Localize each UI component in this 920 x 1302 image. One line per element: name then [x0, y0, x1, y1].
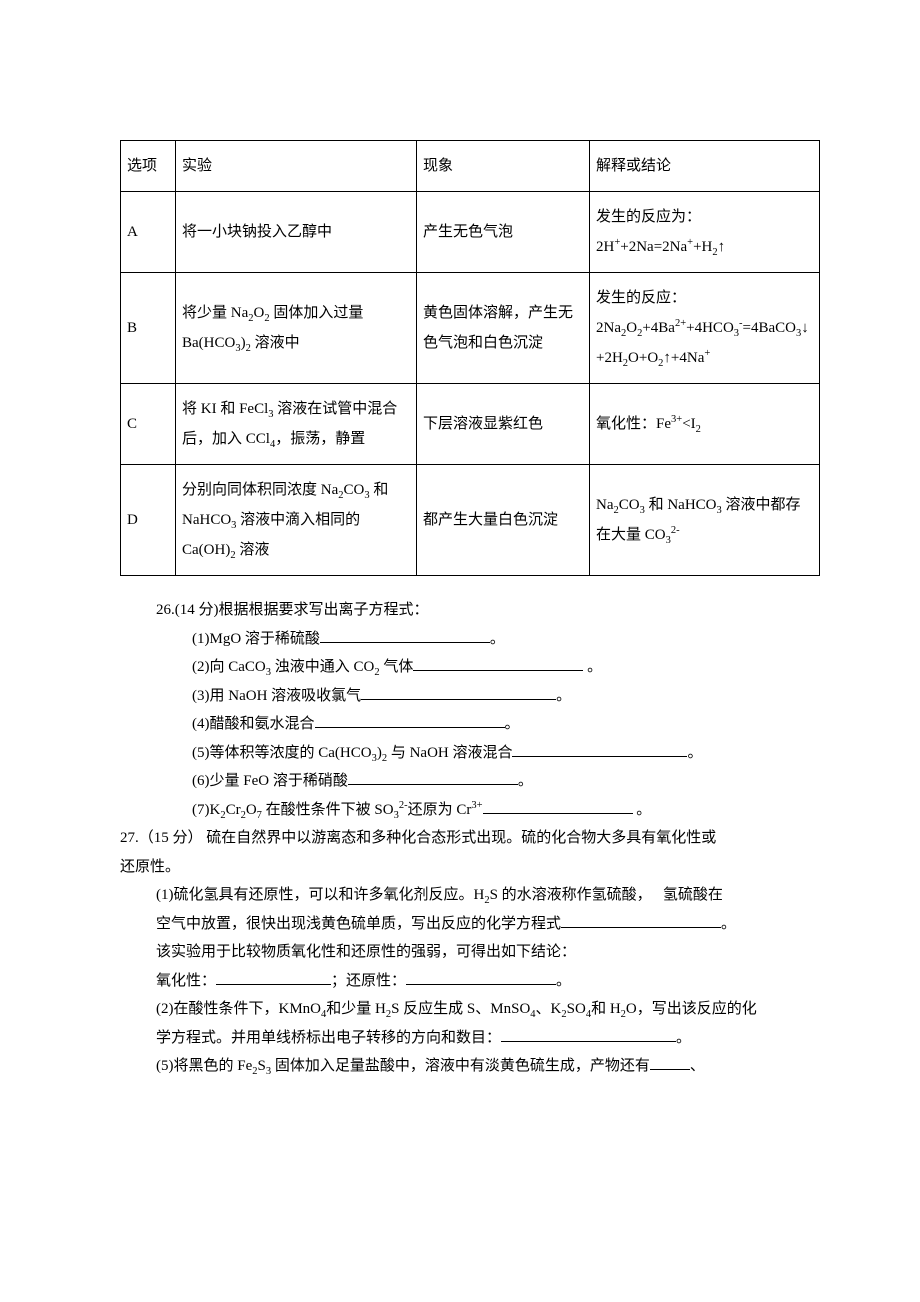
cell-phenomenon: 黄色固体溶解，产生无色气泡和白色沉淀 — [417, 273, 590, 384]
q26-item: (3)用 NaOH 溶液吸收氯气。 — [120, 682, 820, 711]
fill-blank[interactable] — [406, 970, 556, 985]
q26-item: (4)醋酸和氨水混合。 — [120, 710, 820, 739]
table-row: A 将一小块钠投入乙醇中 产生无色气泡 发生的反应为：2H++2Na=2Na++… — [121, 192, 820, 273]
q27-reduc-label: ；还原性： — [331, 973, 406, 989]
q26-text: (7)K2Cr2O7 在酸性条件下被 SO32-还原为 Cr3+ — [192, 802, 483, 818]
fill-blank[interactable] — [413, 657, 583, 672]
q27-p2b-text: 学方程式。并用单线桥标出电子转移的方向和数目： — [156, 1030, 501, 1046]
q27-p2a: (2)在酸性条件下，KMnO4和少量 H2S 反应生成 S、MnSO4、K2SO… — [120, 995, 820, 1024]
cell-phenomenon: 都产生大量白色沉淀 — [417, 465, 590, 576]
fill-blank[interactable] — [348, 771, 518, 786]
cell-option: C — [121, 384, 176, 465]
fill-blank[interactable] — [315, 714, 505, 729]
cell-option: D — [121, 465, 176, 576]
q27-p1d: 氧化性：；还原性：。 — [120, 967, 820, 996]
cell-option: B — [121, 273, 176, 384]
q27-p1c: 该实验用于比较物质氧化性和还原性的强弱，可得出如下结论： — [120, 938, 820, 967]
q26-text: (6)少量 FeO 溶于稀硝酸 — [192, 773, 348, 789]
header-experiment: 实验 — [176, 141, 417, 192]
q26-item: (5)等体积等浓度的 Ca(HCO3)2 与 NaOH 溶液混合。 — [120, 739, 820, 768]
q26-title: 26.(14 分)根据根据要求写出离子方程式： — [120, 596, 820, 625]
fill-blank[interactable] — [216, 970, 331, 985]
q26-text: (2)向 CaCO3 浊液中通入 CO2 气体 — [192, 659, 413, 675]
cell-phenomenon: 下层溶液显紫红色 — [417, 384, 590, 465]
fill-blank[interactable] — [483, 799, 633, 814]
document-page: 选项 实验 现象 解释或结论 A 将一小块钠投入乙醇中 产生无色气泡 发生的反应… — [0, 0, 920, 1161]
q27-oxid-label: 氧化性： — [156, 973, 216, 989]
q26-item: (2)向 CaCO3 浊液中通入 CO2 气体 。 — [120, 653, 820, 682]
cell-experiment: 将少量 Na2O2 固体加入过量 Ba(HCO3)2 溶液中 — [176, 273, 417, 384]
header-option: 选项 — [121, 141, 176, 192]
q27-p1b-text: 空气中放置，很快出现浅黄色硫单质，写出反应的化学方程式 — [156, 916, 561, 932]
q27-p1a: (1)硫化氢具有还原性，可以和许多氧化剂反应。H2S 的水溶液称作氢硫酸， 氢硫… — [120, 881, 820, 910]
cell-conclusion: 发生的反应为：2H++2Na=2Na++H2↑ — [590, 192, 820, 273]
table-row: D 分别向同体积同浓度 Na2CO3 和 NaHCO3 溶液中滴入相同的 Ca(… — [121, 465, 820, 576]
q27-p1b: 空气中放置，很快出现浅黄色硫单质，写出反应的化学方程式。 — [120, 910, 820, 939]
cell-conclusion: 氧化性：Fe3+<I2 — [590, 384, 820, 465]
cell-experiment: 将 KI 和 FeCl3 溶液在试管中混合后，加入 CCl4，振荡，静置 — [176, 384, 417, 465]
q26-item: (1)MgO 溶于稀硫酸。 — [120, 625, 820, 654]
cell-option: A — [121, 192, 176, 273]
table-header-row: 选项 实验 现象 解释或结论 — [121, 141, 820, 192]
table-row: C 将 KI 和 FeCl3 溶液在试管中混合后，加入 CCl4，振荡，静置 下… — [121, 384, 820, 465]
q27-title-line2: 还原性。 — [120, 853, 820, 882]
cell-phenomenon: 产生无色气泡 — [417, 192, 590, 273]
header-phenomenon: 现象 — [417, 141, 590, 192]
fill-blank[interactable] — [361, 685, 556, 700]
q26-item: (7)K2Cr2O7 在酸性条件下被 SO32-还原为 Cr3+ 。 — [120, 796, 820, 825]
fill-blank[interactable] — [561, 913, 721, 928]
fill-blank[interactable] — [650, 1056, 690, 1071]
cell-experiment: 分别向同体积同浓度 Na2CO3 和 NaHCO3 溶液中滴入相同的 Ca(OH… — [176, 465, 417, 576]
cell-experiment: 将一小块钠投入乙醇中 — [176, 192, 417, 273]
cell-conclusion: 发生的反应：2Na2O2+4Ba2++4HCO3-=4BaCO3↓+2H2O+O… — [590, 273, 820, 384]
cell-conclusion: Na2CO3 和 NaHCO3 溶液中都存在大量 CO32- — [590, 465, 820, 576]
q27-p2b: 学方程式。并用单线桥标出电子转移的方向和数目：。 — [120, 1024, 820, 1053]
header-conclusion: 解释或结论 — [590, 141, 820, 192]
q27-title-line1: 27.（15 分） 硫在自然界中以游离态和多种化合态形式出现。硫的化合物大多具有… — [120, 824, 820, 853]
q26-text: (5)等体积等浓度的 Ca(HCO3)2 与 NaOH 溶液混合 — [192, 745, 512, 761]
table-row: B 将少量 Na2O2 固体加入过量 Ba(HCO3)2 溶液中 黄色固体溶解，… — [121, 273, 820, 384]
fill-blank[interactable] — [501, 1027, 676, 1042]
q26-text: (1)MgO 溶于稀硫酸 — [192, 631, 320, 647]
q27-p5: (5)将黑色的 Fe2S3 固体加入足量盐酸中，溶液中有淡黄色硫生成，产物还有、 — [120, 1052, 820, 1081]
q26-item: (6)少量 FeO 溶于稀硝酸。 — [120, 767, 820, 796]
experiment-table: 选项 实验 现象 解释或结论 A 将一小块钠投入乙醇中 产生无色气泡 发生的反应… — [120, 140, 820, 576]
fill-blank[interactable] — [512, 742, 687, 757]
q26-text: (3)用 NaOH 溶液吸收氯气 — [192, 688, 361, 704]
fill-blank[interactable] — [320, 628, 490, 643]
q26-text: (4)醋酸和氨水混合 — [192, 716, 315, 732]
